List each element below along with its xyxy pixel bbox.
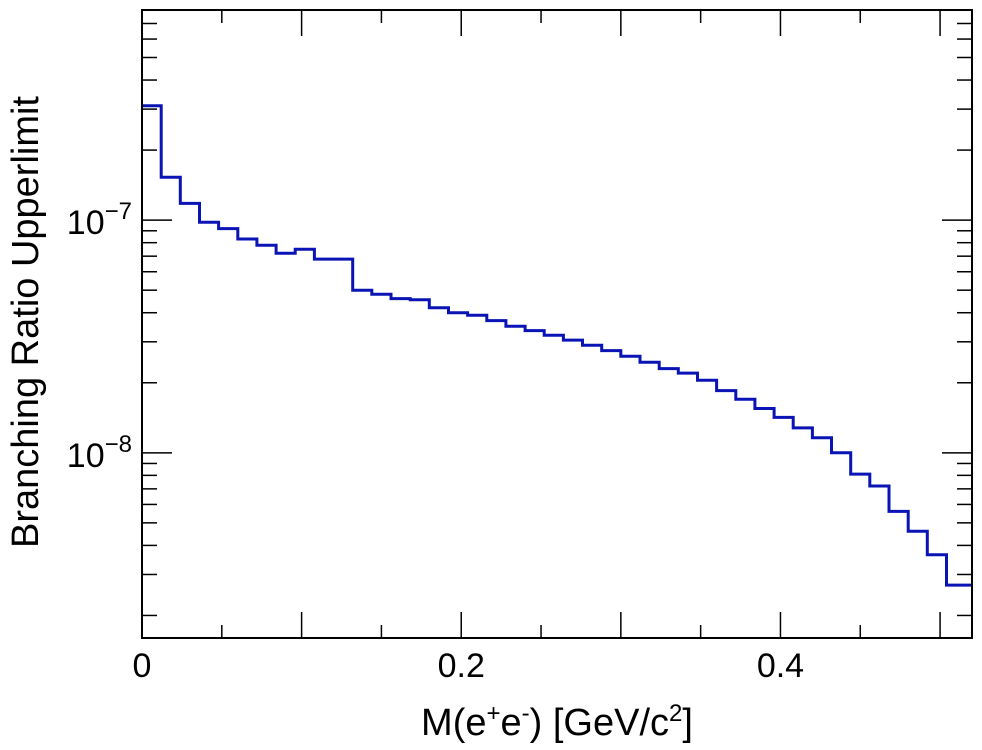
y-tick-label: 10−8 [67,431,132,475]
axes [141,9,972,638]
x-tick-label: 0.2 [438,647,485,685]
x-axis-title: M(e+e-) [GeV/c2] [421,700,693,744]
y-tick-label: 10−7 [67,198,132,242]
plot-frame [141,9,973,639]
tick-labels: 0 0.2 0.4 10−8 10−7 [67,198,804,685]
x-tick-label: 0 [133,647,152,685]
data-series [142,104,972,587]
y-axis-title: Branching Ratio Upperlimit [5,96,47,548]
histogram-series-line [142,104,972,587]
x-tick-label: 0.4 [757,647,804,685]
